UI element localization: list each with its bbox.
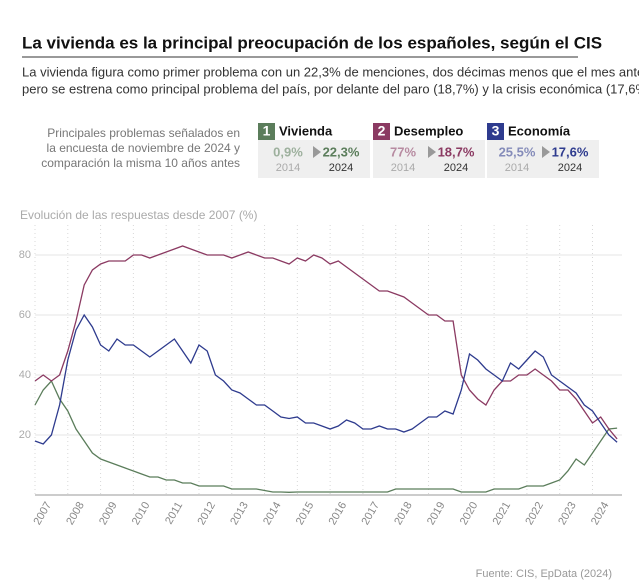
x-tick-label: 2012: [195, 500, 218, 527]
card-arrow: [428, 146, 436, 158]
subtitle-line: La vivienda figura como primer problema …: [22, 64, 639, 79]
x-tick-label: 2018: [392, 500, 415, 527]
panel-text: la encuesta de noviembre de 2024 y: [47, 141, 240, 155]
card-background: [258, 140, 370, 178]
x-tick-label: 2015: [294, 500, 317, 527]
chart-title: Evolución de las respuestas desde 2007 (…: [20, 208, 257, 222]
series-line: [34, 379, 618, 493]
x-tick-label: 2023: [556, 500, 579, 527]
title: La vivienda es la principal preocupación…: [22, 33, 602, 52]
card-value-before: 25,5%: [499, 144, 536, 159]
card-number: 2: [378, 123, 386, 139]
card-number-box: [487, 123, 504, 140]
card-year-before: 2014: [276, 162, 300, 174]
x-tick-label: 2009: [97, 500, 120, 527]
card-value-now: 18,7%: [438, 144, 475, 159]
card-number-box: [258, 123, 275, 140]
card-value-now: 17,6%: [552, 144, 589, 159]
card-value-before: 0,9%: [273, 144, 303, 159]
card-name: Desempleo: [394, 123, 463, 138]
panel-text: Principales problemas señalados en: [47, 126, 240, 140]
card-value-now: 22,3%: [323, 144, 360, 159]
x-tick-label: 2020: [458, 500, 481, 527]
series-line: [34, 313, 618, 445]
x-tick-label: 2007: [31, 500, 54, 527]
card-value-before: 77%: [390, 144, 416, 159]
x-tick-label: 2016: [327, 500, 350, 527]
y-tick-label: 80: [19, 249, 31, 261]
x-tick-label: 2017: [359, 500, 382, 527]
x-tick-label: 2024: [589, 500, 612, 527]
y-tick-label: 40: [19, 369, 31, 381]
x-tick-label: 2019: [425, 500, 448, 527]
x-tick-label: 2021: [491, 500, 514, 527]
x-tick-label: 2022: [523, 500, 546, 527]
card-number-box: [373, 123, 390, 140]
panel-text: comparación la misma 10 años antes: [41, 156, 240, 170]
x-tick-label: 2011: [163, 500, 185, 526]
y-tick-label: 20: [19, 429, 31, 441]
series-line: [34, 245, 618, 440]
card-number: 1: [263, 123, 271, 139]
card-year-now: 2024: [558, 162, 582, 174]
x-tick-label: 2014: [261, 500, 284, 527]
card-number: 3: [492, 123, 500, 139]
x-tick-label: 2010: [130, 500, 153, 527]
y-tick-label: 60: [19, 309, 31, 321]
card-year-now: 2024: [444, 162, 468, 174]
card-year-before: 2014: [505, 162, 529, 174]
card-year-now: 2024: [329, 162, 353, 174]
card-name: Economía: [508, 123, 571, 138]
x-tick-label: 2008: [64, 500, 87, 527]
x-tick-label: 2013: [228, 500, 251, 527]
card-background: [487, 140, 599, 178]
card-arrow: [313, 146, 321, 158]
card-year-before: 2014: [391, 162, 415, 174]
card-arrow: [542, 146, 550, 158]
source: Fuente: CIS, EpData (2024): [476, 568, 612, 580]
card-name: Vivienda: [279, 123, 333, 138]
card-background: [373, 140, 485, 178]
subtitle-line: pero se estrena como principal problema …: [22, 81, 639, 96]
